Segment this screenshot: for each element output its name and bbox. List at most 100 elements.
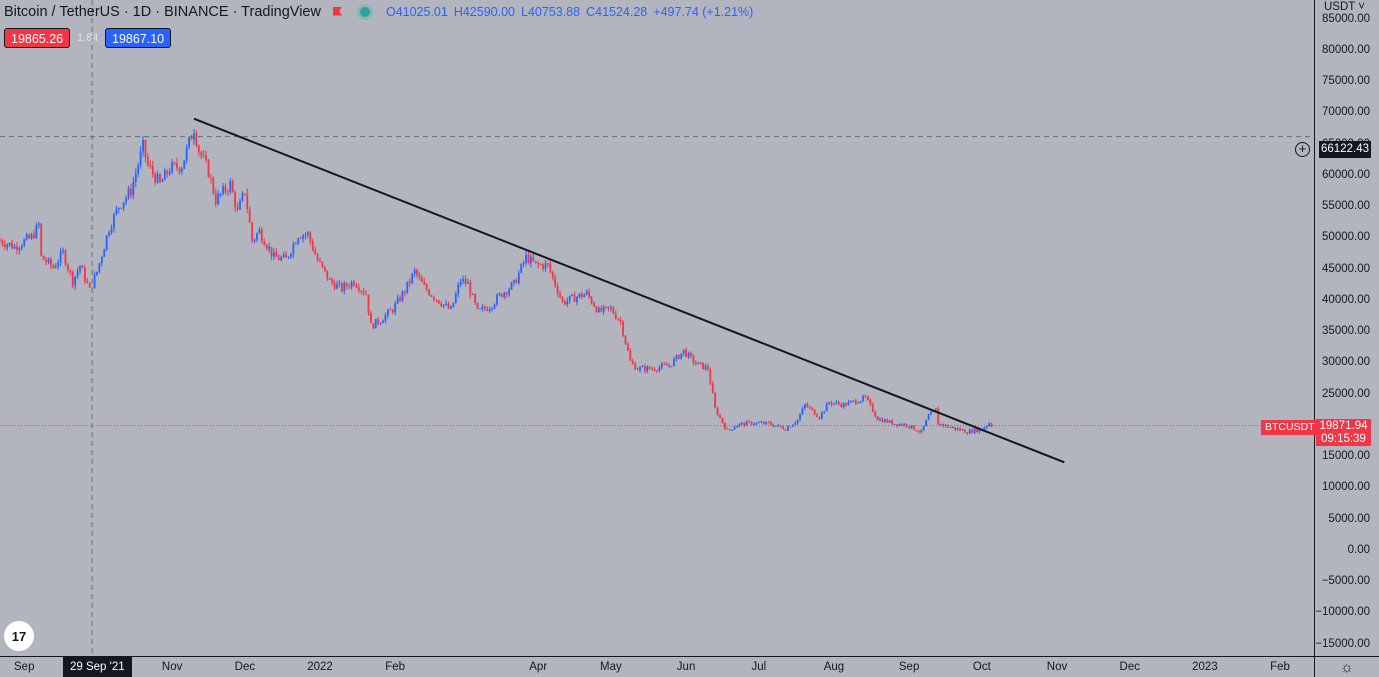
candle-body [704,365,707,370]
candle-body [636,369,639,371]
candle-body [842,403,845,407]
candle-body [435,299,438,301]
candle-body [105,235,108,250]
candle-body [125,197,127,203]
candle-body [670,365,673,367]
settings-gear-icon[interactable]: ☼ [1340,659,1354,676]
candle-body [430,295,433,297]
price-tick-label: −10000.00 [1315,606,1370,619]
candle-body [835,402,838,404]
candle-body [968,429,971,434]
candle-body [677,355,680,359]
symbol-title[interactable]: Bitcoin / TetherUS · 1D · BINANCE · Trad… [4,4,321,20]
candle-body [173,162,176,164]
candle-body [806,404,809,407]
candle-body [597,307,600,313]
candle-body [323,266,326,271]
price-tick-label: 15000.00 [1322,450,1370,463]
candle-body [328,279,331,280]
time-tick-label: Apr [529,661,548,673]
price-tick-label: 55000.00 [1322,200,1370,213]
candle-body [197,145,200,153]
candle-body [500,293,503,298]
candle-body [757,422,760,424]
candle-body [685,349,687,357]
candle-body [508,289,511,295]
candle-body [854,400,857,404]
candle-body [699,362,702,364]
candle-body [520,264,523,273]
candle-body [210,177,212,179]
candlestick-series [0,129,993,436]
candle-body [607,306,610,309]
price-tick-label: 5000.00 [1328,512,1370,525]
candle-body [413,269,416,274]
candle-body [530,256,532,264]
candle-body [425,284,428,291]
candle-body [42,255,45,260]
candle-body [59,251,62,263]
candle-body [1,240,4,245]
candle-body [134,173,137,182]
candle-body [619,319,622,322]
candle-body [787,426,789,431]
candle-body [641,366,644,368]
candle-body [891,420,894,425]
candle-body [420,277,423,282]
currency-selector[interactable]: USDT ˅ [1324,1,1366,13]
candle-body [88,282,91,288]
sell-button[interactable]: 19865.26 [4,28,71,48]
candle-body [590,296,593,304]
candle-body [382,321,384,323]
add-alert-icon[interactable]: + [1295,142,1310,157]
candle-body [503,292,506,298]
candle-body [772,424,775,427]
candle-body [180,168,183,172]
candle-body [731,429,734,431]
candle-body [845,403,847,406]
candle-body [457,284,460,294]
candle-body [367,294,370,313]
candle-body [859,400,862,403]
candle-body [951,427,954,429]
chart-overlays [0,0,1314,656]
time-tick-label: Sep [898,661,920,673]
buy-button[interactable]: 19867.10 [105,28,172,48]
candle-body [406,281,409,293]
candle-body [190,137,193,140]
candle-body [789,426,792,428]
candle-body [830,402,833,405]
candle-body [578,293,581,298]
candle-body [433,296,435,300]
candle-body [767,421,770,423]
candle-body [539,264,542,266]
candle-body [282,254,285,258]
candle-body [774,425,777,427]
candle-body [510,282,513,290]
candle-body [11,243,14,249]
candle-body [639,367,641,371]
flag-icon[interactable] [333,7,344,18]
market-status-icon[interactable] [359,7,370,17]
candle-body [79,265,81,272]
candle-body [549,263,552,272]
candle-body [959,428,961,431]
candle-body [675,355,678,359]
candle-body [302,235,304,239]
candle-body [253,239,256,241]
candle-body [45,259,47,263]
close-value: C41524.28 [586,5,648,19]
candle-body [651,368,654,370]
price-tick-label: −15000.00 [1315,637,1370,650]
candle-body [217,193,220,205]
candle-body [881,418,884,423]
candle-body [445,303,447,305]
tradingview-logo-icon[interactable]: 17 [4,621,34,651]
candle-body [622,321,624,336]
candle-body [277,257,280,261]
candle-body [207,160,210,178]
candle-body [910,425,913,428]
candle-body [750,421,753,425]
candle-body [743,422,746,426]
